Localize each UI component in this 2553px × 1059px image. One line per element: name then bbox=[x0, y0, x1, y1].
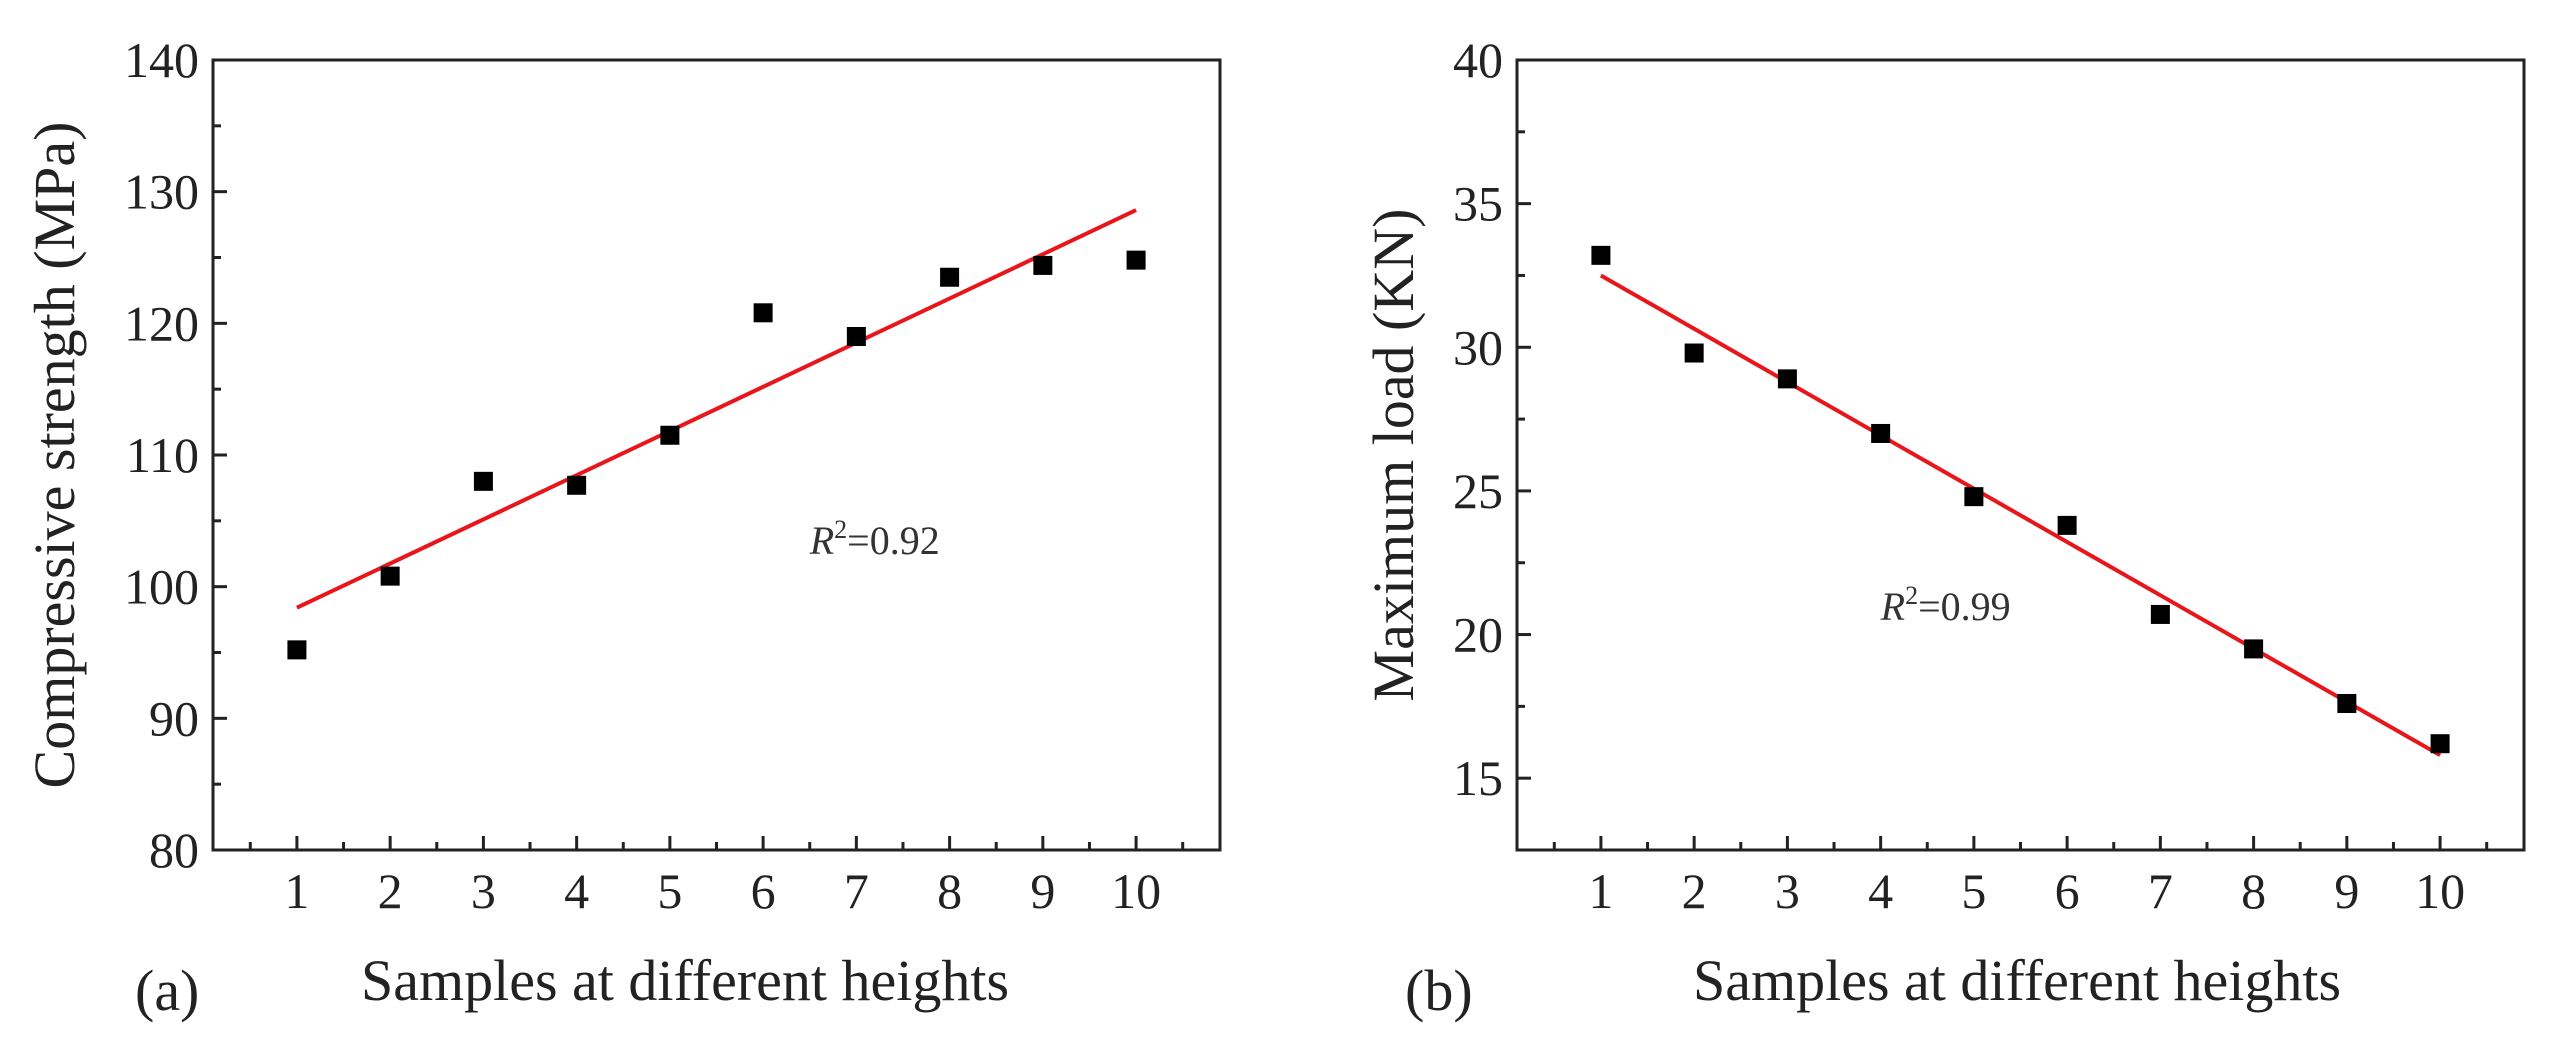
data-point bbox=[660, 425, 680, 445]
data-point bbox=[1964, 487, 1984, 507]
x-tick-label: 2 bbox=[378, 863, 403, 919]
y-tick-label: 15 bbox=[1453, 750, 1503, 806]
fit-line-b bbox=[1599, 273, 2442, 757]
data-point bbox=[567, 475, 587, 495]
data-point bbox=[753, 303, 773, 323]
fit-line-a bbox=[296, 208, 1137, 610]
x-ticks-b: 1 2 3 4 5 6 7 8 9 10 bbox=[1552, 836, 2489, 919]
y-tick-label: 30 bbox=[1453, 319, 1503, 375]
x-tick-label: 1 bbox=[1588, 863, 1613, 919]
x-tick-label: 8 bbox=[937, 863, 962, 919]
x-tick-label: 5 bbox=[657, 863, 682, 919]
y-tick-label: 100 bbox=[124, 559, 199, 615]
x-tick-label: 8 bbox=[2241, 863, 2266, 919]
x-tick-label: 4 bbox=[1868, 863, 1893, 919]
data-points-b bbox=[1591, 245, 2450, 754]
y-axis-title-b: Maximum load (KN) bbox=[1361, 209, 1426, 702]
y-tick-label: 80 bbox=[149, 822, 199, 878]
y-tick-label: 20 bbox=[1453, 607, 1503, 663]
r-squared-annotation-a: R2=0.92 bbox=[809, 515, 940, 563]
x-tick-label: 6 bbox=[2055, 863, 2080, 919]
data-point bbox=[2244, 639, 2264, 659]
data-point bbox=[287, 640, 307, 660]
y-tick-label: 40 bbox=[1453, 32, 1503, 88]
y-tick-label: 90 bbox=[149, 690, 199, 746]
x-tick-label: 9 bbox=[2334, 863, 2359, 919]
data-point bbox=[1777, 369, 1797, 389]
plot-frame-b bbox=[1515, 58, 2526, 852]
x-tick-label: 7 bbox=[844, 863, 869, 919]
data-point bbox=[846, 327, 866, 346]
panel-label-a: (a) bbox=[135, 958, 199, 1023]
x-tick-label: 5 bbox=[1961, 863, 1986, 919]
plot-frame-a bbox=[211, 58, 1222, 852]
data-points-a bbox=[287, 250, 1146, 660]
x-tick-label: 2 bbox=[1682, 863, 1707, 919]
data-point bbox=[1684, 343, 1704, 363]
x-tick-label: 3 bbox=[471, 863, 496, 919]
y-ticks-a: 80 90 100 110 120 130 140 bbox=[124, 32, 227, 878]
data-point bbox=[380, 566, 400, 586]
panel-label-b: (b) bbox=[1405, 958, 1473, 1023]
y-tick-label: 35 bbox=[1453, 176, 1503, 232]
x-ticks-a: 1 2 3 4 5 6 7 8 9 10 bbox=[248, 836, 1185, 919]
x-tick-label: 4 bbox=[564, 863, 589, 919]
y-tick-label: 120 bbox=[124, 295, 199, 351]
x-tick-label: 3 bbox=[1775, 863, 1800, 919]
y-tick-label: 140 bbox=[124, 32, 199, 88]
x-tick-label: 1 bbox=[284, 863, 309, 919]
x-tick-label: 9 bbox=[1030, 863, 1055, 919]
data-point bbox=[1591, 245, 1611, 265]
data-point bbox=[2430, 734, 2450, 754]
y-tick-label: 110 bbox=[126, 427, 199, 483]
y-tick-label: 25 bbox=[1453, 463, 1503, 519]
data-point bbox=[1871, 423, 1891, 443]
x-axis-title-b: Samples at different heights bbox=[1693, 948, 2341, 1013]
y-tick-label: 130 bbox=[124, 164, 199, 220]
y-axis-title-a: Compressive strength (MPa) bbox=[22, 122, 87, 789]
x-tick-label: 10 bbox=[1111, 863, 1161, 919]
panel-b: 15 20 25 30 35 40 1 2 3 4 5 6 7 8 9 10 R2=0.99 Samples… bbox=[1361, 32, 2526, 1023]
x-tick-label: 6 bbox=[751, 863, 776, 919]
x-axis-title-a: Samples at different heights bbox=[361, 948, 1009, 1013]
x-tick-label: 10 bbox=[2415, 863, 2465, 919]
y-ticks-b: 15 20 25 30 35 40 bbox=[1453, 32, 1531, 806]
data-point bbox=[2150, 604, 2170, 624]
data-point bbox=[2337, 693, 2357, 713]
r-squared-annotation-b: R2=0.99 bbox=[1880, 581, 2011, 629]
data-point bbox=[1033, 255, 1053, 275]
data-point bbox=[2057, 515, 2077, 535]
x-tick-label: 7 bbox=[2148, 863, 2173, 919]
data-point bbox=[940, 267, 960, 287]
data-point bbox=[1126, 250, 1146, 270]
data-point bbox=[473, 471, 493, 491]
